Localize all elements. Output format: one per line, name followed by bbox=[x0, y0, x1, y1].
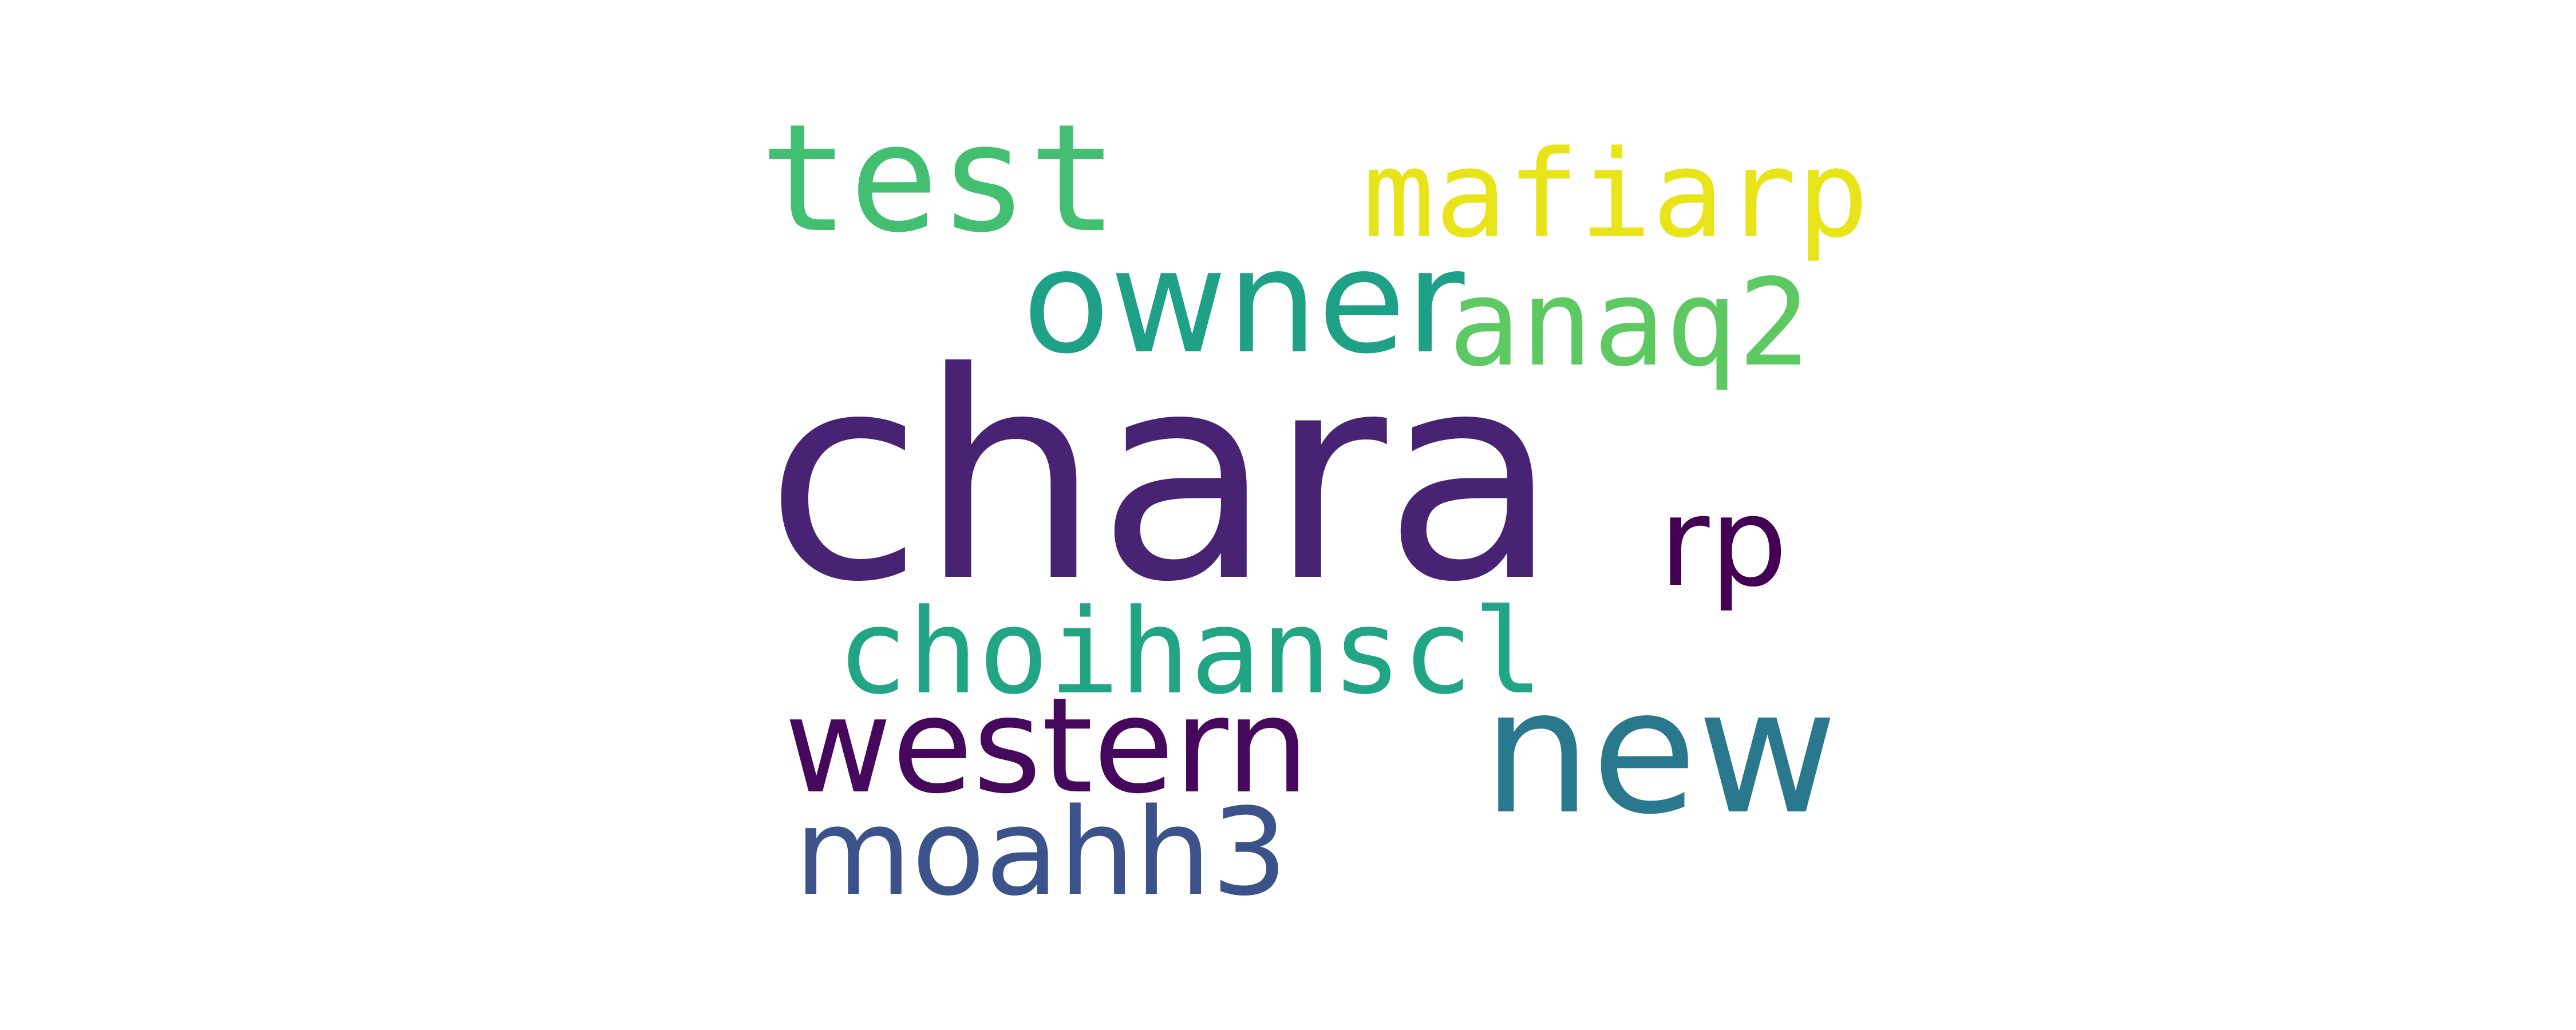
word-western: western bbox=[784, 670, 1310, 823]
word-anaq2: anaq2 bbox=[1448, 253, 1811, 393]
word-owner: owner bbox=[1022, 219, 1465, 385]
word-rp: rp bbox=[1659, 470, 1788, 614]
word-moahh3: moahh3 bbox=[795, 782, 1288, 922]
word-chara: chara bbox=[765, 311, 1559, 644]
word-choihanscl: choihanscl bbox=[837, 584, 1544, 720]
word-test: test bbox=[760, 93, 1119, 266]
word-new: new bbox=[1483, 652, 1838, 852]
word-mafiarp: mafiarp bbox=[1362, 124, 1870, 264]
